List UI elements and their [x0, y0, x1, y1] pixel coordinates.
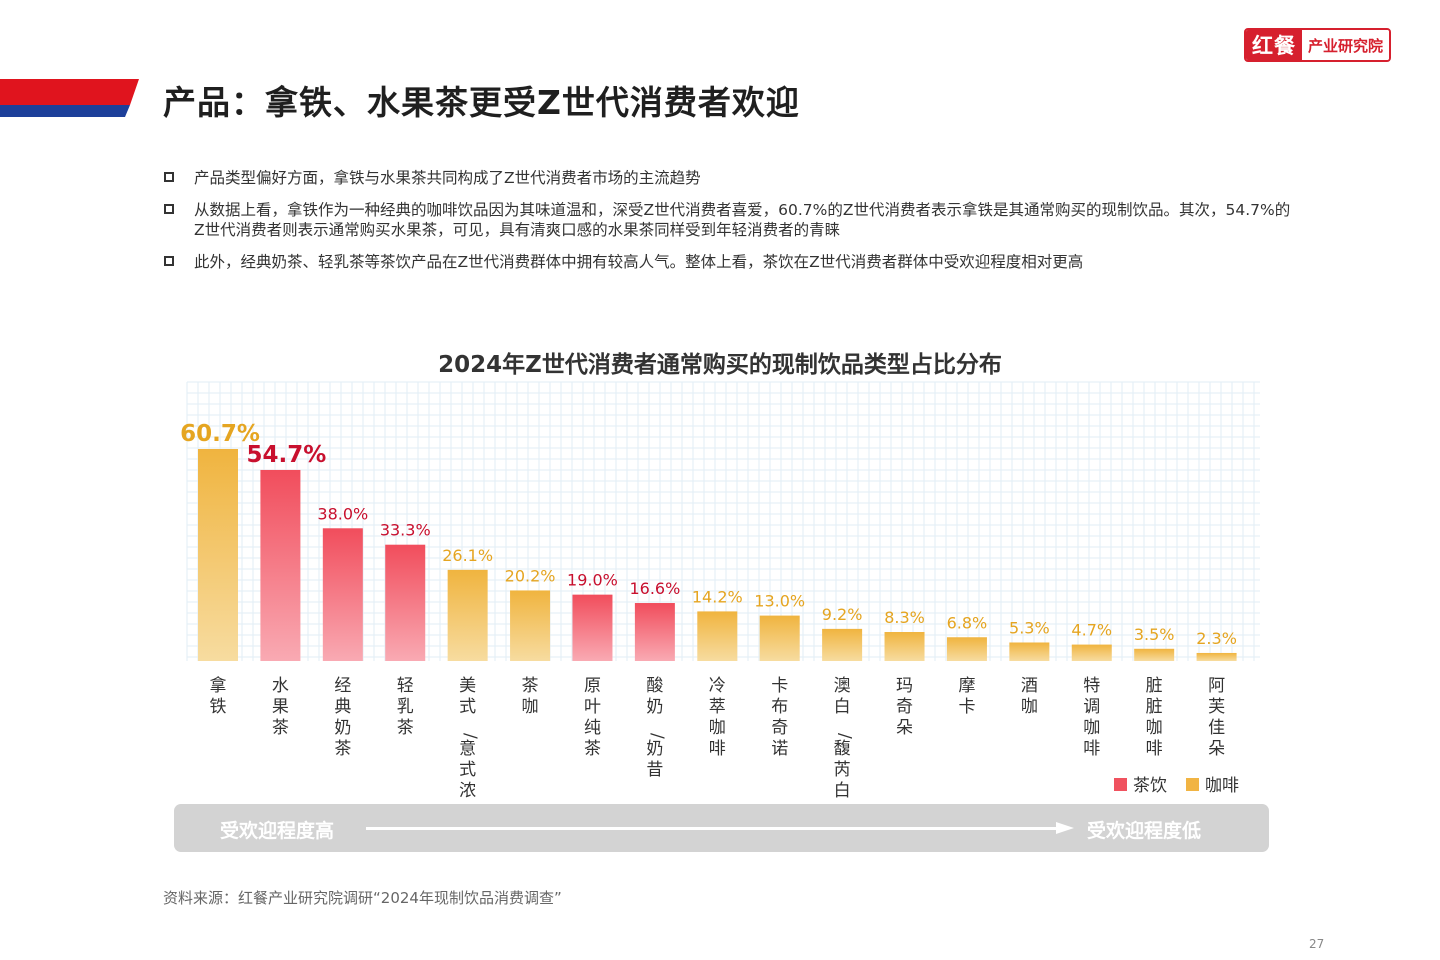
logo-text-primary: 红餐 [1246, 30, 1302, 60]
value-label: 13.0% [754, 592, 805, 611]
page-title: 产品：拿铁、水果茶更受Z世代消费者欢迎 [163, 83, 800, 122]
value-label: 26.1% [442, 546, 493, 565]
category-label: 冷萃咖啡 [709, 676, 726, 759]
bullet-square-icon [164, 256, 174, 266]
value-label: 19.0% [567, 571, 618, 590]
category-label: 轻乳茶 [397, 676, 414, 738]
arrow-right-icon [1056, 822, 1074, 834]
value-label: 60.7% [180, 421, 260, 447]
category-label: 澳白/馥芮白 [834, 676, 855, 800]
category-label: 茶咖 [522, 676, 539, 717]
popularity-low-label: 受欢迎程度低 [1087, 820, 1202, 842]
legend-label: 咖啡 [1205, 776, 1239, 796]
chart-title: 2024年Z世代消费者通常购买的现制饮品类型占比分布 [438, 352, 1002, 378]
bullet-item: 此外，经典奶茶、轻乳茶等茶饮产品在Z世代消费群体中拥有较高人气。整体上看，茶饮在… [163, 252, 1293, 272]
chart-grid [186, 381, 1260, 661]
bar-咖啡 [1134, 648, 1175, 661]
bullet-square-icon [164, 172, 174, 182]
value-label: 14.2% [692, 587, 743, 606]
brand-logo: 红餐 产业研究院 [1244, 28, 1392, 62]
category-label: 玛奇朵 [896, 676, 913, 738]
category-label: 酸奶/奶昔 [646, 676, 667, 780]
bullet-text: 此外，经典奶茶、轻乳茶等茶饮产品在Z世代消费群体中拥有较高人气。整体上看，茶饮在… [194, 253, 1084, 271]
value-label: 33.3% [380, 521, 431, 540]
bar-咖啡 [198, 449, 238, 661]
value-label: 16.6% [629, 579, 680, 598]
value-label: 54.7% [247, 442, 327, 468]
legend-swatch [1186, 778, 1199, 791]
popularity-high-label: 受欢迎程度高 [220, 820, 335, 842]
bullet-item: 产品类型偏好方面，拿铁与水果茶共同构成了Z世代消费者市场的主流趋势 [163, 168, 1293, 188]
value-label: 38.0% [317, 504, 368, 523]
category-label: 原叶纯茶 [584, 676, 601, 759]
bullet-item: 从数据上看，拿铁作为一种经典的咖啡饮品因为其味道温和，深受Z世代消费者喜爱，60… [163, 200, 1293, 240]
bar-咖啡 [697, 611, 738, 661]
category-label: 拿铁 [210, 675, 227, 717]
category-label: 特调咖啡 [1083, 676, 1100, 759]
value-label: 8.3% [884, 608, 925, 627]
bullet-text: 产品类型偏好方面，拿铁与水果茶共同构成了Z世代消费者市场的主流趋势 [194, 169, 701, 187]
category-label: 摩卡 [958, 676, 975, 717]
bullet-square-icon [164, 204, 174, 214]
bar-茶饮 [572, 594, 613, 661]
category-label: 美式/意式浓缩 [459, 676, 480, 800]
page-number: 27 [1309, 937, 1325, 951]
legend-label: 茶饮 [1133, 776, 1167, 796]
bar-chart: 60.7% 拿铁 54.7% 水果茶 38.0% 经典奶茶 33.3% 轻乳茶 26.1% 美式/… [180, 381, 1260, 800]
bar-咖啡 [946, 637, 987, 661]
arrow-line [366, 827, 1056, 830]
value-label: 6.8% [947, 613, 988, 632]
summary-bullets: 产品类型偏好方面，拿铁与水果茶共同构成了Z世代消费者市场的主流趋势 从数据上看，… [163, 168, 1293, 284]
bar-咖啡 [510, 590, 551, 661]
source-note: 资料来源：红餐产业研究院调研“2024年现制饮品消费调查” [163, 889, 562, 907]
header-stripe-decoration [0, 79, 139, 117]
bar-咖啡 [1071, 644, 1112, 661]
category-label: 水果茶 [272, 676, 289, 738]
bar-茶饮 [260, 469, 301, 661]
category-label: 阿芙佳朵 [1208, 676, 1225, 759]
category-label: 酒咖 [1021, 676, 1038, 717]
bar-咖啡 [447, 569, 488, 661]
bar-咖啡 [759, 615, 800, 661]
value-label: 3.5% [1134, 625, 1175, 644]
logo-text-secondary: 产业研究院 [1302, 30, 1390, 60]
bar-茶饮 [385, 544, 426, 661]
legend-swatch [1114, 778, 1127, 791]
bar-咖啡 [822, 628, 863, 661]
category-label: 经典奶茶 [334, 676, 351, 759]
bar-咖啡 [1196, 652, 1237, 661]
value-label: 4.7% [1071, 621, 1112, 640]
category-label: 脏脏咖啡 [1146, 676, 1163, 759]
bar-茶饮 [634, 603, 675, 661]
bar-咖啡 [1009, 642, 1050, 661]
bar-咖啡 [884, 632, 925, 661]
popularity-arrow-bar: 受欢迎程度高 受欢迎程度低 [174, 804, 1269, 852]
bar-茶饮 [322, 528, 363, 661]
value-label: 9.2% [822, 605, 863, 624]
value-label: 20.2% [505, 566, 556, 585]
bullet-text: 从数据上看，拿铁作为一种经典的咖啡饮品因为其味道温和，深受Z世代消费者喜爱，60… [194, 201, 1291, 239]
value-label: 5.3% [1009, 618, 1050, 637]
category-label: 卡布奇诺 [771, 676, 788, 759]
value-label: 2.3% [1196, 629, 1237, 648]
